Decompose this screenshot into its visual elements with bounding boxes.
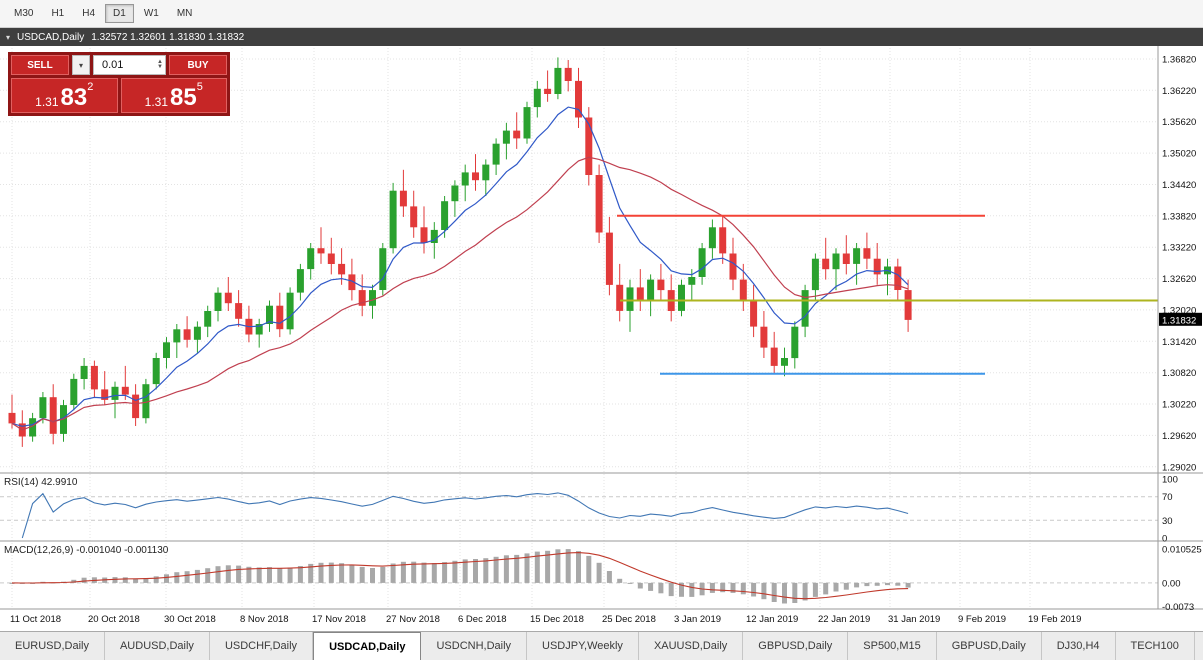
macd-signal-line (11, 552, 909, 600)
ma-fast-line (11, 106, 909, 427)
timeframe-m30-button[interactable]: M30 (6, 4, 41, 23)
buy-price-base: 1.31 (144, 95, 169, 109)
svg-text:22 Jan 2019: 22 Jan 2019 (818, 614, 870, 625)
chart-area: 1.36820 1.36220 1.35620 1.35020 1.34420 1.338… (0, 46, 1203, 631)
chart-titlebar: ▾ USDCAD,Daily 1.32572 1.32601 1.31830 1… (0, 28, 1203, 46)
rsi-label: RSI(14) 42.9910 (4, 477, 78, 488)
tab-gbpusd-daily[interactable]: GBPUSD,Daily (743, 632, 849, 660)
svg-text:1.34420: 1.34420 (1162, 180, 1196, 191)
price-chart-canvas[interactable]: 1.36820 1.36220 1.35620 1.35020 1.34420 1.338… (0, 46, 1203, 631)
chart-title: USDCAD,Daily (17, 31, 85, 43)
svg-text:25 Dec 2018: 25 Dec 2018 (602, 614, 656, 625)
chart-tabs-bar: EURUSD,Daily AUDUSD,Daily USDCHF,Daily U… (0, 631, 1203, 660)
svg-text:1.32020: 1.32020 (1162, 305, 1196, 316)
svg-text:6 Dec 2018: 6 Dec 2018 (458, 614, 507, 625)
time-axis[interactable]: 11 Oct 2018 20 Oct 2018 30 Oct 2018 8 Nov 2… (10, 614, 1081, 625)
volume-dropdown-button[interactable]: ▾ (72, 55, 90, 75)
timeframe-d1-button[interactable]: D1 (105, 4, 134, 23)
svg-text:70: 70 (1162, 492, 1173, 503)
spinner-down-icon[interactable]: ▼ (157, 64, 163, 70)
buy-price-pipette: 5 (196, 81, 203, 93)
grid-layer (0, 48, 1158, 608)
timeframe-w1-button[interactable]: W1 (136, 4, 167, 23)
price-axis[interactable]: 1.36820 1.36220 1.35620 1.35020 1.34420 1.338… (1162, 55, 1196, 474)
buy-price-pips: 85 (170, 84, 197, 111)
volume-value: 0.01 (102, 59, 124, 71)
svg-text:1.29020: 1.29020 (1162, 462, 1196, 473)
sell-price-pipette: 2 (87, 81, 94, 93)
sell-price-base: 1.31 (35, 95, 59, 109)
svg-text:-0.0073: -0.0073 (1162, 602, 1194, 613)
svg-text:0.00: 0.00 (1162, 578, 1181, 589)
svg-text:1.31420: 1.31420 (1162, 337, 1196, 348)
sell-button[interactable]: SELL (11, 55, 69, 75)
svg-text:30: 30 (1162, 516, 1173, 527)
tab-usdcad-daily[interactable]: USDCAD,Daily (313, 632, 422, 660)
tab-dj30-h4[interactable]: DJ30,H4 (1041, 632, 1116, 660)
timeframe-mn-button[interactable]: MN (169, 4, 201, 23)
tab-sp500-m15[interactable]: SP500,M15 (848, 632, 937, 660)
current-price-tag: 1.31832 (1159, 312, 1202, 326)
buy-button[interactable]: BUY (169, 55, 227, 75)
chart-ohlc-values: 1.32572 1.32601 1.31830 1.31832 (91, 31, 245, 43)
one-click-trading-panel: SELL ▾ 0.01 ▲ ▼ BUY 1.31 83 2 1.31 85 5 (8, 52, 230, 116)
svg-text:20 Oct 2018: 20 Oct 2018 (88, 614, 140, 625)
ma-slow-line (11, 156, 909, 431)
svg-text:1.33220: 1.33220 (1162, 243, 1196, 254)
volume-input[interactable]: 0.01 ▲ ▼ (93, 55, 166, 75)
tab-usdcnh-daily[interactable]: USDCNH,Daily (421, 632, 528, 660)
tab-gbpusd-daily-2[interactable]: GBPUSD,Daily (936, 632, 1042, 660)
spinner-up-icon[interactable]: ▲ (157, 59, 163, 65)
svg-text:1.31832: 1.31832 (1162, 315, 1196, 326)
svg-text:1.35620: 1.35620 (1162, 117, 1196, 128)
svg-text:31 Jan 2019: 31 Jan 2019 (888, 614, 940, 625)
tab-eurusd-daily[interactable]: EURUSD,Daily (0, 632, 105, 660)
svg-text:100: 100 (1162, 475, 1178, 486)
macd-histogram (9, 549, 911, 604)
svg-text:12 Jan 2019: 12 Jan 2019 (746, 614, 798, 625)
svg-text:19 Feb 2019: 19 Feb 2019 (1028, 614, 1081, 625)
svg-text:1.36820: 1.36820 (1162, 55, 1196, 66)
svg-text:8 Nov 2018: 8 Nov 2018 (240, 614, 289, 625)
timeframe-h4-button[interactable]: H4 (74, 4, 103, 23)
svg-text:1.29620: 1.29620 (1162, 431, 1196, 442)
sell-price-button[interactable]: 1.31 83 2 (11, 78, 118, 113)
svg-text:11 Oct 2018: 11 Oct 2018 (10, 614, 61, 625)
svg-text:0: 0 (1162, 534, 1167, 545)
svg-text:15 Dec 2018: 15 Dec 2018 (530, 614, 584, 625)
tab-tech100[interactable]: TECH100 (1115, 632, 1195, 660)
svg-text:1.30220: 1.30220 (1162, 400, 1196, 411)
tab-audusd-daily[interactable]: AUDUSD,Daily (104, 632, 210, 660)
svg-text:1.36220: 1.36220 (1162, 86, 1196, 97)
chart-menu-icon[interactable]: ▾ (6, 32, 11, 42)
macd-label: MACD(12,26,9) -0.001040 -0.001130 (4, 545, 169, 556)
svg-text:0.010525: 0.010525 (1162, 545, 1202, 556)
sell-price-pips: 83 (60, 84, 88, 111)
tab-xauusd-daily[interactable]: XAUUSD,Daily (638, 632, 744, 660)
tab-usdjpy-weekly[interactable]: USDJPY,Weekly (527, 632, 639, 660)
svg-text:1.32620: 1.32620 (1162, 274, 1196, 285)
svg-text:1.35020: 1.35020 (1162, 149, 1196, 160)
svg-text:30 Oct 2018: 30 Oct 2018 (164, 614, 216, 625)
timeframe-toolbar: M30 H1 H4 D1 W1 MN (0, 0, 1203, 28)
rsi-line (21, 492, 909, 539)
buy-price-button[interactable]: 1.31 85 5 (120, 78, 227, 113)
macd-axis: 0.010525 0.00 -0.0073 (1162, 545, 1202, 613)
tab-usdchf-daily[interactable]: USDCHF,Daily (209, 632, 314, 660)
svg-text:9 Feb 2019: 9 Feb 2019 (958, 614, 1006, 625)
svg-text:3 Jan 2019: 3 Jan 2019 (674, 614, 721, 625)
rsi-axis: 100 70 30 0 (1162, 475, 1178, 545)
svg-text:1.33820: 1.33820 (1162, 211, 1196, 222)
svg-text:17 Nov 2018: 17 Nov 2018 (312, 614, 366, 625)
timeframe-h1-button[interactable]: H1 (43, 4, 72, 23)
svg-text:1.30820: 1.30820 (1162, 368, 1196, 379)
volume-spinner[interactable]: ▲ ▼ (157, 59, 163, 70)
svg-text:27 Nov 2018: 27 Nov 2018 (386, 614, 440, 625)
